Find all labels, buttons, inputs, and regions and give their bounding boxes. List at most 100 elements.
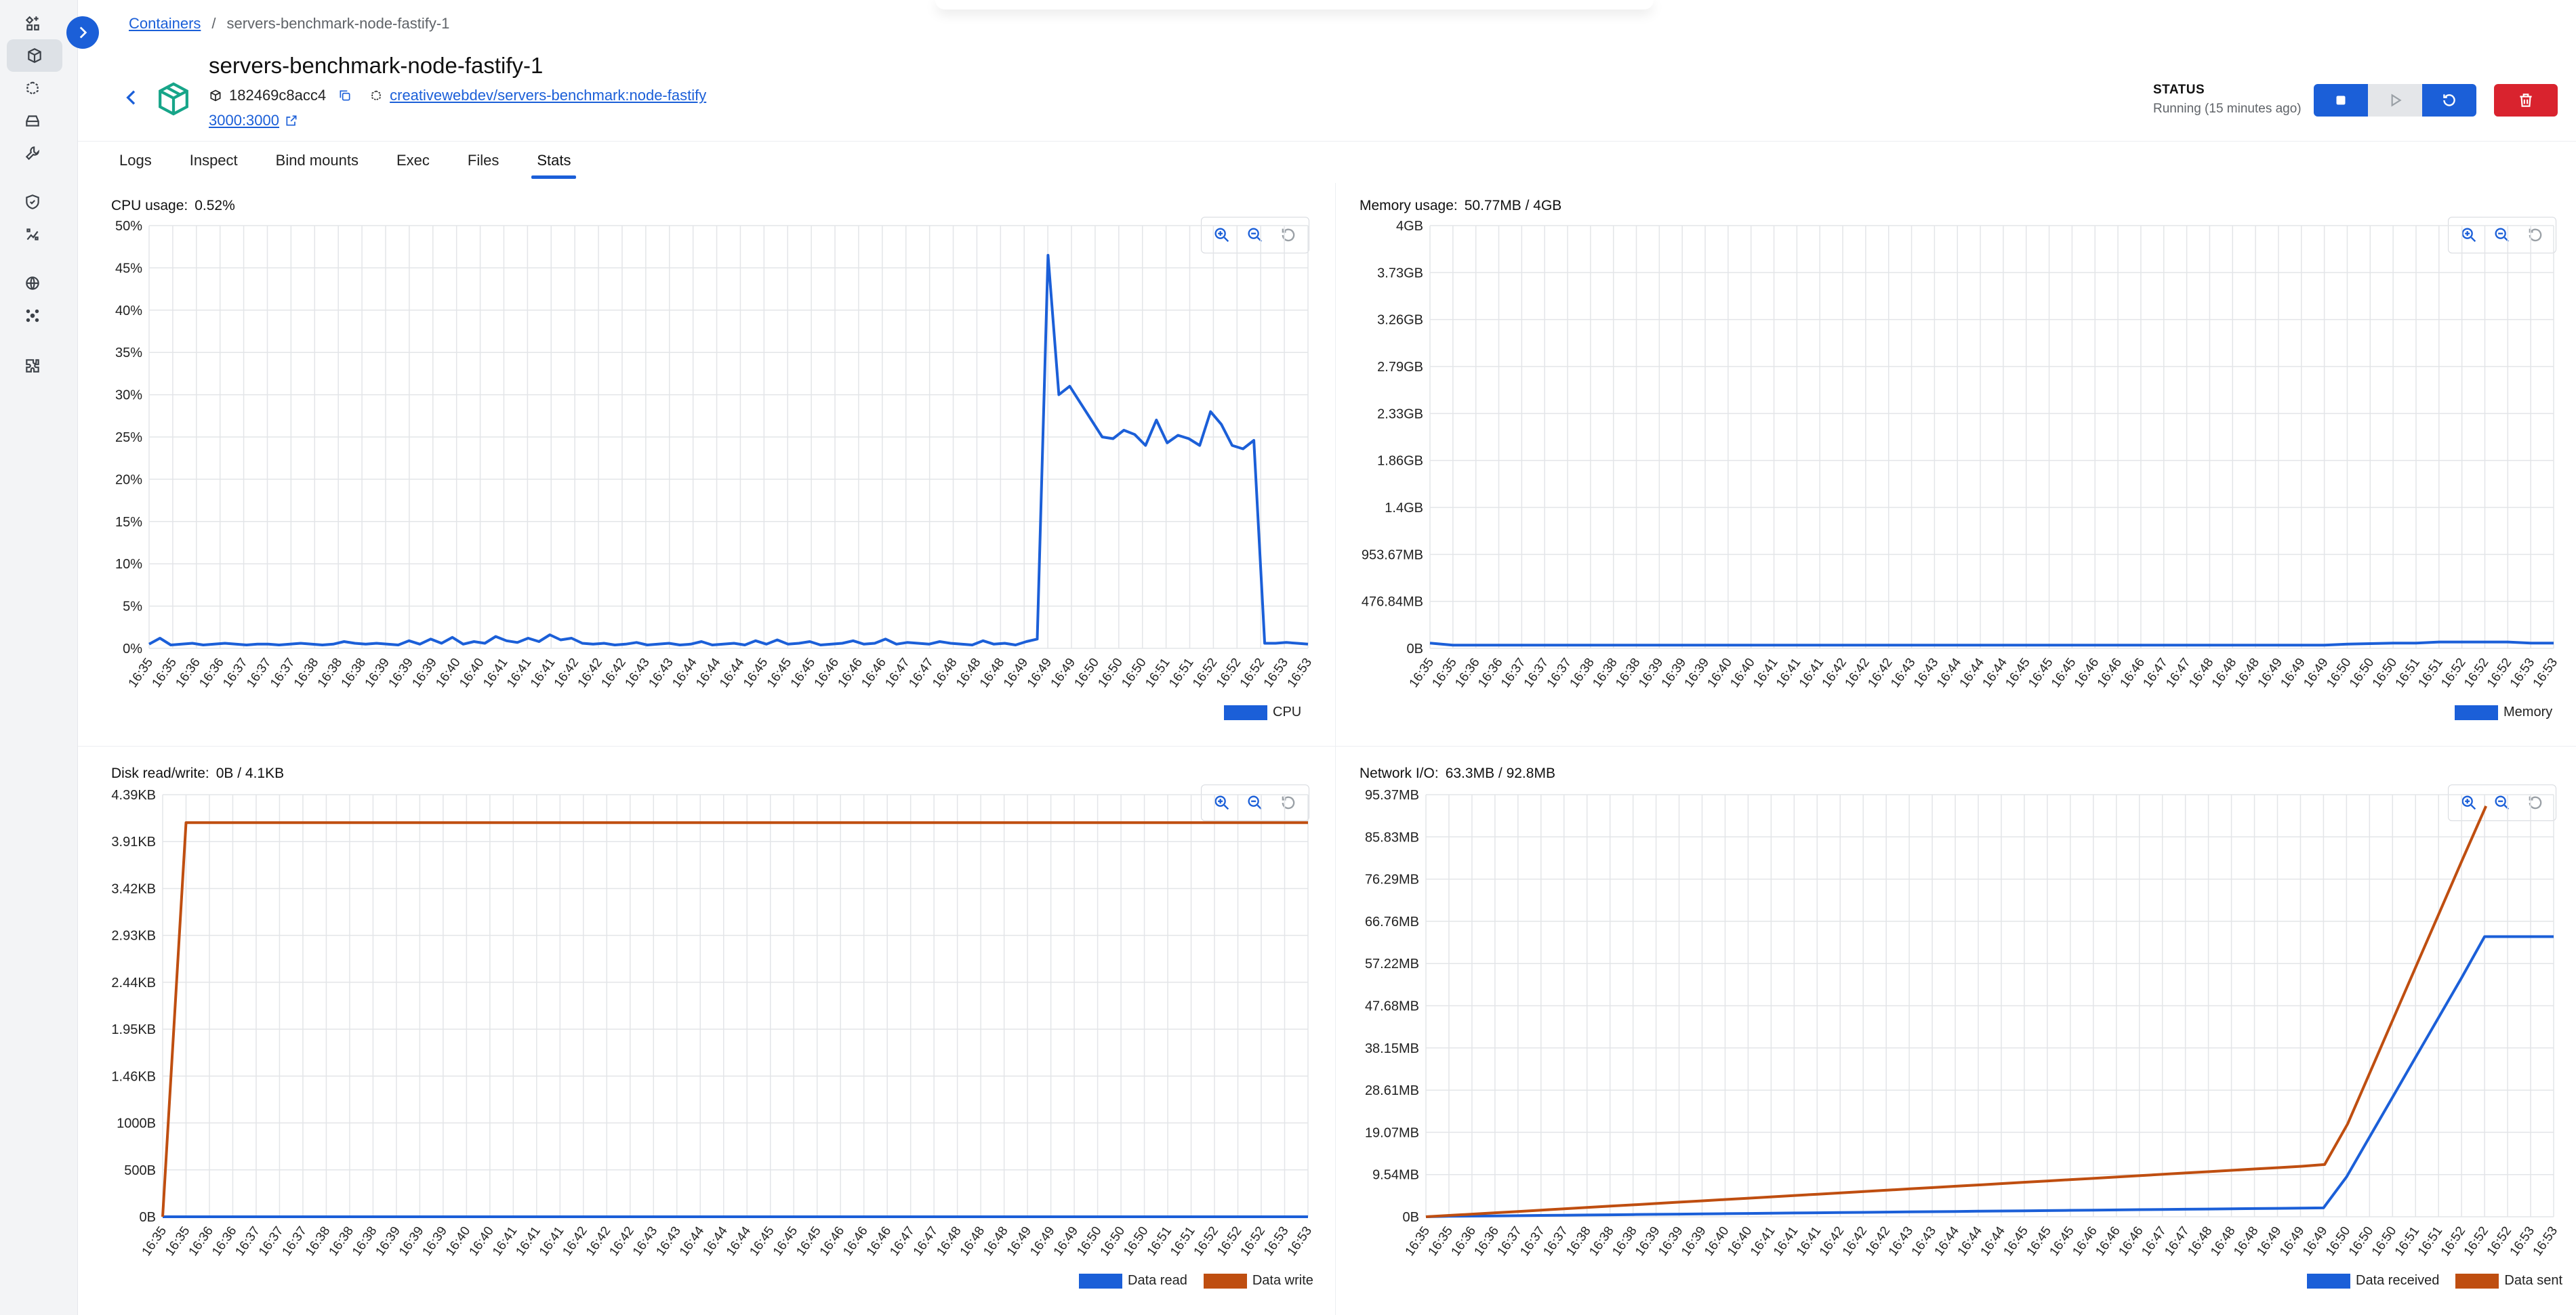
- cpu-x-tick-label: 16:50: [1095, 656, 1125, 690]
- builds-icon[interactable]: [16, 137, 49, 169]
- disk-value: 0B / 4.1KB: [216, 766, 285, 781]
- memory-x-tick-label: 16:35: [1429, 656, 1459, 690]
- memory-x-tick-label: 16:52: [2438, 656, 2468, 690]
- cpu-x-tick-label: 16:43: [646, 656, 676, 690]
- cpu-y-tick-label: 0%: [123, 642, 142, 656]
- scout-icon[interactable]: [16, 186, 49, 218]
- network-x-tick-label: 16:41: [1794, 1224, 1824, 1259]
- extensions-icon[interactable]: [16, 218, 49, 251]
- tab-files[interactable]: Files: [467, 152, 499, 169]
- network-x-tick-label: 16:48: [2185, 1224, 2215, 1259]
- legend-item-data-received[interactable]: Data received: [2307, 1273, 2439, 1289]
- container-id: 182469c8acc4: [229, 87, 327, 104]
- cpu-y-tick-label: 5%: [123, 600, 142, 614]
- cpu-y-tick-label: 45%: [115, 261, 142, 276]
- cpu-x-tick-label: 16:44: [693, 655, 724, 690]
- disk-y-tick-label: 500B: [124, 1163, 156, 1178]
- cpu-x-tick-label: 16:42: [575, 656, 605, 690]
- tab-stats[interactable]: Stats: [531, 152, 577, 179]
- cpu-x-tick-label: 16:42: [599, 656, 629, 690]
- cpu-x-tick-label: 16:40: [457, 656, 487, 690]
- legend-item-data-write[interactable]: Data write: [1203, 1273, 1313, 1289]
- memory-x-tick-label: 16:37: [1498, 656, 1528, 690]
- disk-x-tick-label: 16:50: [1098, 1224, 1128, 1259]
- stop-button[interactable]: [2314, 84, 2368, 117]
- legend-item-cpu[interactable]: CPU: [1224, 705, 1301, 720]
- memory-x-tick-label: 16:41: [1751, 656, 1780, 690]
- panel-divider-vertical: [1335, 183, 1336, 1315]
- disk-x-tick-label: 16:46: [817, 1224, 847, 1259]
- cpu-x-tick-label: 16:47: [882, 656, 912, 690]
- cpu-x-tick-label: 16:41: [481, 656, 510, 690]
- tab-logs[interactable]: Logs: [119, 152, 152, 169]
- network-x-tick-label: 16:41: [1748, 1224, 1778, 1259]
- tab-bind-mounts[interactable]: Bind mounts: [275, 152, 359, 169]
- memory-x-tick-label: 16:35: [1407, 656, 1437, 690]
- volumes-icon[interactable]: [16, 104, 49, 137]
- restart-button[interactable]: [2422, 84, 2476, 117]
- disk-x-tick-label: 16:44: [677, 1224, 708, 1258]
- memory-y-tick-label: 3.73GB: [1377, 266, 1423, 280]
- zoom-in-icon[interactable]: [1212, 793, 1231, 812]
- network-x-tick-label: 16:48: [2231, 1224, 2261, 1259]
- disk-x-tick-label: 16:37: [280, 1224, 310, 1259]
- tab-inspect[interactable]: Inspect: [189, 152, 238, 169]
- panel-divider-horizontal: [78, 746, 2576, 747]
- tab-exec[interactable]: Exec: [396, 152, 430, 169]
- plugin-icon[interactable]: [16, 350, 49, 382]
- memory-y-tick-label: 2.33GB: [1377, 406, 1423, 421]
- memory-panel-title: Memory usage: 50.77MB / 4GB: [1359, 198, 1561, 214]
- image-link[interactable]: creativewebdev/servers-benchmark:node-fa…: [390, 87, 707, 104]
- cpu-x-tick-label: 16:43: [622, 656, 652, 690]
- external-link-icon[interactable]: [285, 114, 298, 127]
- port-link[interactable]: 3000:3000: [209, 112, 279, 129]
- network-x-tick-label: 16:44: [1932, 1224, 1963, 1258]
- disk-legend: Data read Data write: [1079, 1273, 1313, 1289]
- memory-y-tick-label: 2.79GB: [1377, 360, 1423, 375]
- disk-y-tick-label: 2.93KB: [111, 929, 156, 944]
- networks-icon[interactable]: [16, 267, 49, 299]
- disk-x-tick-label: 16:44: [724, 1224, 754, 1258]
- network-x-tick-label: 16:49: [2300, 1224, 2330, 1259]
- containers-icon[interactable]: [7, 39, 62, 72]
- memory-x-tick-label: 16:37: [1545, 656, 1574, 690]
- cpu-x-tick-label: 16:41: [504, 656, 534, 690]
- back-arrow-icon[interactable]: [121, 87, 142, 108]
- memory-x-tick-label: 16:49: [2301, 656, 2331, 690]
- disk-x-tick-label: 16:37: [233, 1224, 263, 1259]
- breadcrumb-containers-link[interactable]: Containers: [129, 15, 201, 32]
- memory-x-tick-label: 16:48: [2232, 656, 2262, 690]
- disk-x-tick-label: 16:50: [1074, 1224, 1104, 1259]
- cpu-y-tick-label: 40%: [115, 304, 142, 318]
- disk-x-tick-label: 16:36: [186, 1224, 216, 1259]
- tab-bar: Logs Inspect Bind mounts Exec Files Stat…: [119, 152, 609, 179]
- legend-item-data-sent[interactable]: Data sent: [2455, 1273, 2562, 1289]
- cpu-x-tick-label: 16:36: [173, 656, 203, 690]
- start-button[interactable]: [2368, 84, 2422, 117]
- zoom-in-icon[interactable]: [2459, 226, 2478, 245]
- network-x-tick-label: 16:44: [1955, 1224, 1986, 1258]
- delete-button[interactable]: [2494, 84, 2558, 117]
- disk-x-tick-label: 16:45: [794, 1224, 823, 1259]
- expand-sidebar-button[interactable]: [66, 16, 99, 49]
- network-x-tick-label: 16:43: [1909, 1224, 1939, 1259]
- dashboard-icon[interactable]: [16, 7, 49, 39]
- docker-hub-icon[interactable]: [16, 299, 49, 332]
- zoom-in-icon[interactable]: [2459, 793, 2478, 812]
- memory-x-tick-label: 16:48: [2209, 656, 2239, 690]
- zoom-in-icon[interactable]: [1212, 226, 1231, 245]
- cpu-y-tick-label: 50%: [115, 219, 142, 234]
- network-x-tick-label: 16:35: [1426, 1224, 1456, 1259]
- memory-series-memory: [1429, 640, 2554, 647]
- memory-x-tick-label: 16:38: [1613, 656, 1643, 690]
- legend-item-data-read[interactable]: Data read: [1079, 1273, 1187, 1289]
- copy-icon[interactable]: [338, 89, 352, 102]
- legend-item-memory[interactable]: Memory: [2455, 705, 2552, 720]
- network-x-tick-label: 16:36: [1449, 1224, 1479, 1259]
- image-icon: [371, 90, 381, 101]
- memory-x-tick-label: 16:42: [1820, 656, 1849, 690]
- images-icon[interactable]: [16, 72, 49, 104]
- cpu-x-tick-label: 16:39: [386, 656, 415, 690]
- memory-x-tick-label: 16:39: [1682, 656, 1712, 690]
